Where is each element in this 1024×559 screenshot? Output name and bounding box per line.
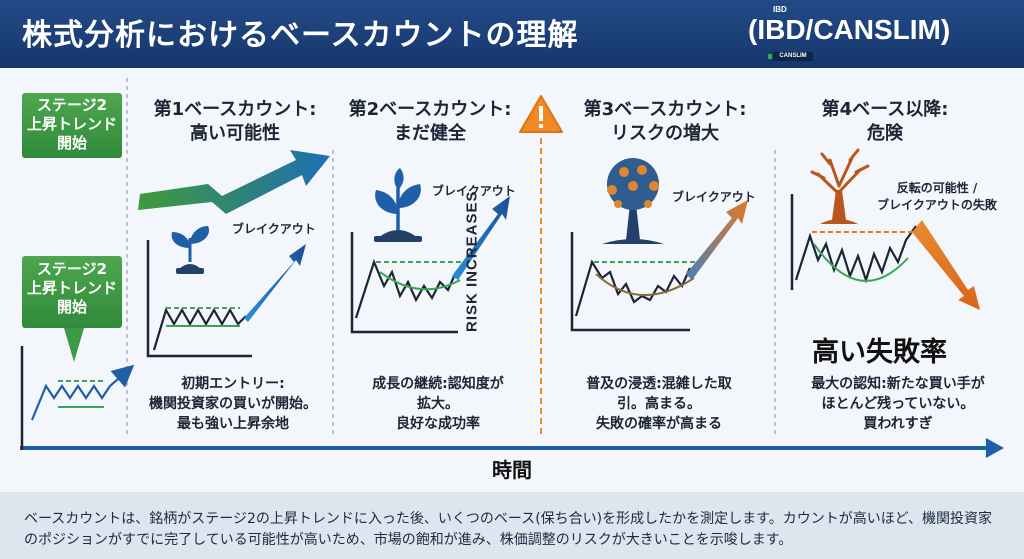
base3-desc-line3: 失敗の確率が高まる xyxy=(596,416,722,432)
base4-title-line1: 第4ベース以降: xyxy=(821,99,949,120)
footer-panel: ベースカウントは、銘柄がステージ2の上昇トレンドに入った後、いくつのベース(保ち… xyxy=(0,492,1024,559)
stage2-mini-chart xyxy=(20,346,135,450)
base3-title-line1: 第3ベースカウント: xyxy=(583,99,747,120)
page-title: 株式分析におけるベースカウントの理解 xyxy=(22,18,579,53)
base4-title-line2: 危険 xyxy=(867,123,903,144)
stage-label-line: ステージ2 xyxy=(36,96,108,114)
young-plant-icon xyxy=(374,168,422,242)
tree-icon xyxy=(602,158,664,244)
base4-desc-line1: 最大の認知:新たな買い手が xyxy=(811,376,985,392)
uptrend-arrow xyxy=(138,150,330,214)
base4-reversal-label: 反転の可能性 / ブレイクアウトの失敗 xyxy=(862,180,1012,214)
base2-breakout-label: ブレイクアウト xyxy=(432,184,516,198)
high-failure-rate-label: 高い失敗率 xyxy=(812,337,947,368)
stage-label-line: 開始 xyxy=(56,134,87,152)
base3-desc-line1: 普及の浸透:混雑した取 xyxy=(586,376,732,392)
base2-title-line1: 第2ベースカウント: xyxy=(348,99,512,120)
base2-title: 第2ベースカウント: まだ健全 xyxy=(340,98,520,146)
stage2-label-top: ステージ2 上昇トレンド 開始 xyxy=(22,93,122,158)
base1-desc-line3: 最も強い上昇余地 xyxy=(177,416,289,432)
base3-title-line2: リスクの増大 xyxy=(611,123,719,144)
dead-tree-icon xyxy=(810,148,870,224)
base4-title: 第4ベース以降: 危険 xyxy=(800,98,970,146)
base2-desc-line2: 拡大。 xyxy=(417,396,459,412)
methodology-tag: (IBD/CANSLIM) xyxy=(748,14,951,45)
base4-desc-line2: ほとんど残っていない。 xyxy=(821,396,975,412)
canslim-logo-badge: CANSLIM xyxy=(768,52,813,61)
base3-title: 第3ベースカウント: リスクの増大 xyxy=(570,98,760,146)
stage2-label-bottom: ステージ2 上昇トレンド 開始 xyxy=(22,256,122,328)
stage-label-line: ステージ2 xyxy=(36,260,108,278)
base2-desc-line1: 成長の継続:認知度が xyxy=(372,376,504,392)
base1-desc-line1: 初期エントリー: xyxy=(181,376,285,392)
base3-desc-line2: 引。高まる。 xyxy=(617,396,701,412)
stage-label-line: 上昇トレンド xyxy=(26,115,117,133)
base2-desc-line3: 良好な成功率 xyxy=(396,416,480,432)
base1-title-line1: 第1ベースカウント: xyxy=(153,99,317,120)
reversal-line2: ブレイクアウトの失敗 xyxy=(877,198,997,212)
reversal-line1: 反転の可能性 / xyxy=(896,181,978,195)
base4-desc-line3: 買われすぎ xyxy=(863,416,933,432)
base2-description: 成長の継続:認知度が 拡大。 良好な成功率 xyxy=(338,374,538,434)
diagram-panel xyxy=(0,68,1024,492)
base3-breakout-label: ブレイクアウト xyxy=(672,190,756,204)
time-axis-label: 時間 xyxy=(492,458,532,482)
base1-title-line2: 高い可能性 xyxy=(190,123,280,144)
sprout-icon xyxy=(171,226,210,274)
stage-label-line: 上昇トレンド xyxy=(26,279,117,297)
ibd-logo-text: IBD xyxy=(773,5,787,14)
risk-increases-label: RISK INCREASES xyxy=(463,190,481,332)
time-axis-arrow xyxy=(20,438,1004,458)
stage-label-pointer xyxy=(64,328,84,362)
warning-triangle-icon xyxy=(519,95,563,133)
base1-desc-line2: 機関投資家の買いが開始。 xyxy=(149,396,317,412)
base4-description: 最大の認知:新たな買い手が ほとんど残っていない。 買われすぎ xyxy=(778,374,1018,434)
stage-label-line: 開始 xyxy=(56,298,87,316)
base1-description: 初期エントリー: 機関投資家の買いが開始。 最も強い上昇余地 xyxy=(130,374,336,434)
base3-description: 普及の浸透:混雑した取 引。高まる。 失敗の確率が高まる xyxy=(548,374,770,434)
footer-note: ベースカウントは、銘柄がステージ2の上昇トレンドに入った後、いくつのベース(保ち… xyxy=(24,511,993,548)
base4-chart xyxy=(790,194,980,310)
base3-chart xyxy=(570,200,748,332)
base1-title: 第1ベースカウント: 高い可能性 xyxy=(140,98,330,146)
base2-title-line2: まだ健全 xyxy=(394,123,466,144)
base1-breakout-label: ブレイクアウト xyxy=(232,222,316,236)
base1-chart xyxy=(146,240,306,358)
base2-chart xyxy=(350,196,510,334)
header-bar: 株式分析におけるベースカウントの理解 IBD (IBD/CANSLIM) CAN… xyxy=(0,0,1024,68)
